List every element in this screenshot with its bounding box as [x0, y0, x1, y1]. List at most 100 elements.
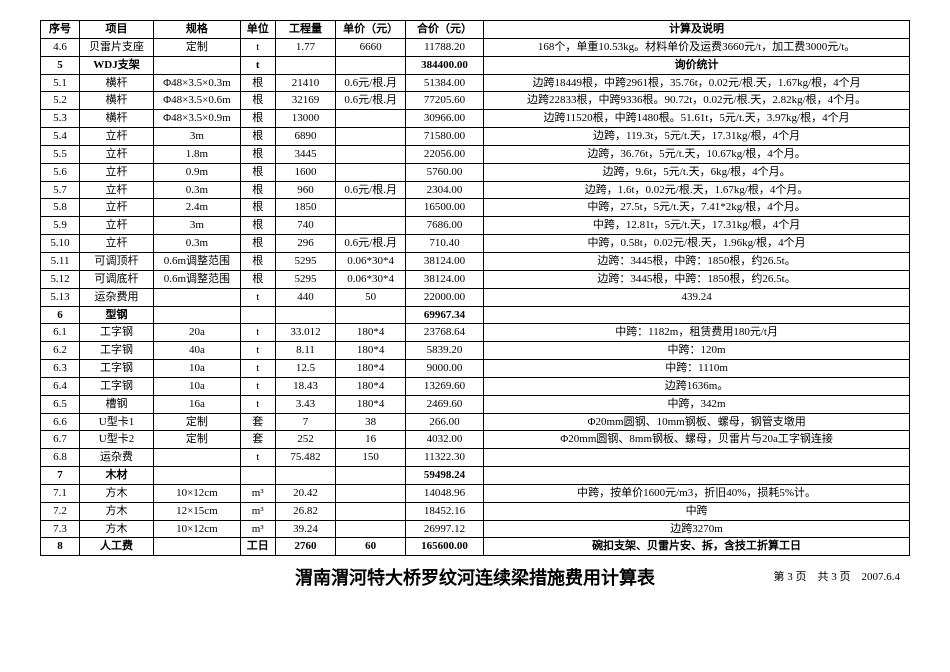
table-row: 5.12可调底杆0.6m调整范围根52950.06*30*438124.00边跨…: [41, 270, 910, 288]
cell-item: U型卡1: [80, 413, 154, 431]
cell-spec: 0.6m调整范围: [153, 270, 240, 288]
cell-item: 工字钢: [80, 377, 154, 395]
cell-spec: 20a: [153, 324, 240, 342]
cell-unit: 根: [240, 270, 275, 288]
cell-qty: 33.012: [275, 324, 336, 342]
table-row: 5.13运杂费用t4405022000.00439.24: [41, 288, 910, 306]
cell-unit: 套: [240, 413, 275, 431]
cell-total: 2469.60: [405, 395, 483, 413]
table-row: 6.3工字钢10at12.5180*49000.00中跨：1110m: [41, 360, 910, 378]
table-row: 6.4工字钢10at18.43180*413269.60边跨1636m。: [41, 377, 910, 395]
cell-calc: 边跨，119.3t，5元/t.天，17.31kg/根，4个月: [484, 128, 910, 146]
table-row: 5.5立杆1.8m根344522056.00边跨，36.76t，5元/t.天，1…: [41, 145, 910, 163]
cell-qty: 1850: [275, 199, 336, 217]
cell-unit: 根: [240, 163, 275, 181]
cell-calc: 168个，单重10.53kg。材料单价及运费3660元/t，加工费3000元/t…: [484, 38, 910, 56]
cell-item: 方木: [80, 484, 154, 502]
table-row: 5.11可调顶杆0.6m调整范围根52950.06*30*438124.00边跨…: [41, 252, 910, 270]
page-info: 第 3 页 共 3 页 2007.6.4: [774, 568, 901, 584]
cell-total: 16500.00: [405, 199, 483, 217]
cell-price: 6660: [336, 38, 406, 56]
cell-item: 运杂费用: [80, 288, 154, 306]
cell-item: 工字钢: [80, 342, 154, 360]
cell-qty: 8.11: [275, 342, 336, 360]
cell-qty: 75.482: [275, 449, 336, 467]
cell-unit: 根: [240, 252, 275, 270]
cell-calc: 边跨11520根，中跨1480根。51.61t，5元/t.天，3.97kg/根，…: [484, 110, 910, 128]
table-row: 5.3横杆Φ48×3.5×0.9m根1300030966.00边跨11520根，…: [41, 110, 910, 128]
cell-unit: 根: [240, 74, 275, 92]
cell-qty: 3.43: [275, 395, 336, 413]
cell-price: 150: [336, 449, 406, 467]
cell-spec: 3m: [153, 128, 240, 146]
cell-spec: 1.8m: [153, 145, 240, 163]
cell-unit: [240, 467, 275, 485]
cell-qty: 252: [275, 431, 336, 449]
cell-item: 立杆: [80, 217, 154, 235]
cell-item: 立杆: [80, 199, 154, 217]
cell-item: WDJ支架: [80, 56, 154, 74]
cell-item: 人工费: [80, 538, 154, 556]
cell-calc: 询价统计: [484, 56, 910, 74]
cell-no: 7.3: [41, 520, 80, 538]
cell-price: 0.6元/根.月: [336, 74, 406, 92]
cell-total: 11322.30: [405, 449, 483, 467]
cell-item: 可调顶杆: [80, 252, 154, 270]
cell-item: 型钢: [80, 306, 154, 324]
cell-total: 23768.64: [405, 324, 483, 342]
cell-unit: 根: [240, 217, 275, 235]
cell-calc: 边跨：3445根，中跨：1850根，约26.5t。: [484, 270, 910, 288]
cell-item: 可调底杆: [80, 270, 154, 288]
cell-calc: [484, 306, 910, 324]
cell-qty: 20.42: [275, 484, 336, 502]
cell-spec: 定制: [153, 38, 240, 56]
cell-total: 22000.00: [405, 288, 483, 306]
cell-price: [336, 128, 406, 146]
table-row: 7.3方木10×12cmm³39.2426997.12边跨3270m: [41, 520, 910, 538]
cell-price: [336, 163, 406, 181]
cell-no: 6.4: [41, 377, 80, 395]
cell-price: 0.6元/根.月: [336, 181, 406, 199]
cell-item: 立杆: [80, 128, 154, 146]
table-row: 5.9立杆3m根7407686.00中跨，12.81t，5元/t.天，17.31…: [41, 217, 910, 235]
cell-qty: 5295: [275, 270, 336, 288]
cell-no: 5.12: [41, 270, 80, 288]
cell-price: 60: [336, 538, 406, 556]
cell-unit: 根: [240, 92, 275, 110]
cell-price: 0.06*30*4: [336, 252, 406, 270]
cell-total: 710.40: [405, 235, 483, 253]
cell-spec: 定制: [153, 431, 240, 449]
cell-spec: 2.4m: [153, 199, 240, 217]
cell-qty: 3445: [275, 145, 336, 163]
cell-spec: 16a: [153, 395, 240, 413]
cell-calc: 边跨，9.6t，5元/t.天，6kg/根，4个月。: [484, 163, 910, 181]
cell-total: 9000.00: [405, 360, 483, 378]
cell-spec: [153, 56, 240, 74]
table-row: 5.2横杆Φ48×3.5×0.6m根321690.6元/根.月77205.60边…: [41, 92, 910, 110]
cell-total: 18452.16: [405, 502, 483, 520]
cell-qty: [275, 467, 336, 485]
cell-unit: 根: [240, 128, 275, 146]
cell-spec: [153, 538, 240, 556]
cell-no: 5.2: [41, 92, 80, 110]
cell-no: 7: [41, 467, 80, 485]
cell-item: 工字钢: [80, 324, 154, 342]
cell-total: 266.00: [405, 413, 483, 431]
cell-total: 5839.20: [405, 342, 483, 360]
cell-item: U型卡2: [80, 431, 154, 449]
cell-price: [336, 145, 406, 163]
cell-qty: 32169: [275, 92, 336, 110]
cell-price: [336, 56, 406, 74]
table-row: 7.1方木10×12cmm³20.4214048.96中跨，按单价1600元/m…: [41, 484, 910, 502]
cell-total: 38124.00: [405, 270, 483, 288]
cell-no: 6: [41, 306, 80, 324]
cell-spec: 定制: [153, 413, 240, 431]
cell-total: 59498.24: [405, 467, 483, 485]
cell-spec: Φ48×3.5×0.3m: [153, 74, 240, 92]
cell-spec: Φ48×3.5×0.6m: [153, 92, 240, 110]
cell-price: [336, 110, 406, 128]
cell-calc: 边跨，1.6t，0.02元/根.天，1.67kg/根，4个月。: [484, 181, 910, 199]
header-row: 序号 项目 规格 单位 工程量 单价（元） 合价（元） 计算及说明: [41, 21, 910, 39]
h-spec: 规格: [153, 21, 240, 39]
cell-calc: 中跨，342m: [484, 395, 910, 413]
